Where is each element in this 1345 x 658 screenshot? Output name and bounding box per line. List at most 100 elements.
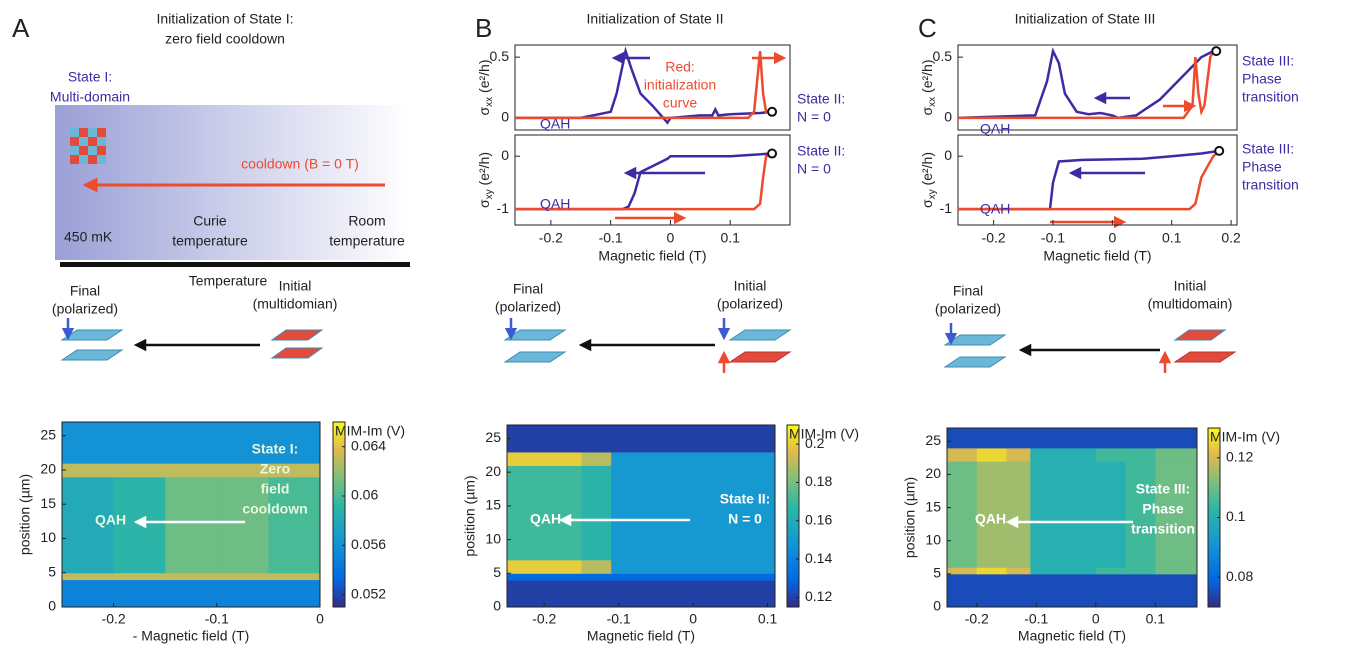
heat-cell — [62, 463, 115, 478]
arrow-label: cooldown (B = 0 T) — [241, 156, 359, 172]
x-tick-label: 0 — [667, 230, 675, 246]
y-tick-label: 15 — [925, 498, 941, 514]
heat-cell — [581, 451, 612, 466]
panel-title: Initialization of State I: — [157, 11, 294, 27]
y-tick-label: 5 — [48, 563, 56, 579]
heat-cell — [1125, 428, 1156, 449]
y-tick-label: 10 — [40, 529, 56, 545]
heat-cell — [611, 465, 620, 561]
heat-cell — [581, 559, 612, 574]
heat-cell — [618, 580, 694, 608]
heat-cell — [611, 559, 620, 574]
y-tick-label: 0.5 — [490, 48, 510, 64]
panel-letter: B — [475, 13, 492, 43]
heat-cell — [1125, 461, 1156, 568]
y-tick-label: 0 — [944, 109, 952, 125]
final-label: (polarized) — [495, 299, 561, 315]
x-tick-label: 0.2 — [1221, 230, 1241, 246]
heat-cell — [976, 428, 1008, 449]
colorbar-tick-label: 0.16 — [805, 511, 832, 527]
schematic-a — [55, 105, 410, 267]
annotation: State III: — [1242, 53, 1294, 69]
heat-cell — [1006, 428, 1031, 449]
x-tick-label: -0.2 — [982, 230, 1006, 246]
initial-label: (multidomain) — [1148, 296, 1233, 312]
heat-cell — [216, 422, 269, 464]
heat-cell — [1125, 573, 1156, 608]
x-axis-label: Magnetic field (T) — [587, 628, 695, 644]
heat-cell — [1036, 447, 1097, 462]
x-axis-label: - Magnetic field (T) — [133, 628, 250, 644]
end-marker — [767, 106, 778, 117]
heat-cell — [507, 465, 545, 561]
heat-cell — [618, 451, 694, 466]
annotation: QAH — [980, 201, 1010, 217]
x-tick-label: -0.1 — [1024, 611, 1048, 627]
annotation: transition — [1131, 521, 1195, 537]
heat-cell — [618, 465, 694, 561]
heat-cell — [618, 573, 694, 581]
x-axis-label: Magnetic field (T) — [1043, 248, 1151, 264]
heat-cell — [1155, 461, 1198, 568]
annotation: QAH — [975, 511, 1006, 527]
x-tick-label: 0.1 — [758, 611, 778, 627]
x-tick-label: -0.2 — [965, 611, 989, 627]
annotation: N = 0 — [728, 511, 762, 527]
curve — [515, 46, 773, 125]
colorbar-tick-label: 0.12 — [1226, 449, 1253, 465]
heat-cell — [62, 579, 115, 608]
x-tick-label: 0 — [689, 611, 697, 627]
y-axis-label: position (µm) — [17, 474, 33, 555]
plot-frame — [946, 427, 1198, 608]
heat-cell — [947, 447, 978, 462]
y-tick-label: 0 — [501, 109, 509, 125]
heat-cell — [618, 425, 694, 453]
y-tick-label: 25 — [485, 429, 501, 445]
x-axis-label: Magnetic field (T) — [598, 248, 706, 264]
annotation: Phase — [1242, 159, 1282, 175]
x-tick-label: -0.2 — [539, 230, 563, 246]
curve — [958, 149, 1221, 211]
heat-cell — [268, 422, 321, 464]
heat-cell — [581, 465, 612, 561]
y-tick-label: 0 — [48, 598, 56, 614]
colorbar-tick-label: 0.12 — [805, 588, 832, 604]
final-label: Final — [953, 283, 983, 299]
heat-cell — [1006, 447, 1031, 462]
heat-cell — [947, 567, 978, 575]
x-tick-label: 0 — [1108, 230, 1116, 246]
temp-label: Room — [348, 213, 385, 229]
annotation: N = 0 — [797, 161, 831, 177]
heat-cell — [507, 451, 545, 466]
y-axis-label: position (µm) — [902, 477, 918, 558]
heat-cell — [976, 461, 1008, 568]
x-tick-label: -0.2 — [102, 611, 126, 627]
axis-label: Temperature — [189, 273, 268, 289]
heat-cell — [581, 580, 612, 608]
colorbar-tick-label: 0.064 — [351, 437, 386, 453]
annotation: Red: — [665, 59, 695, 75]
heat-cell — [1155, 567, 1198, 575]
x-tick-label: -0.1 — [1041, 230, 1065, 246]
y-tick-label: 5 — [493, 564, 501, 580]
y-tick-label: -1 — [940, 200, 953, 216]
annotation: initialization — [644, 77, 716, 93]
heat-cell — [976, 567, 1008, 575]
y-label-part: xy — [484, 189, 495, 199]
x-tick-label: 0 — [1092, 611, 1100, 627]
heat-cell — [1006, 567, 1031, 575]
colorbar-tick-label: 0.052 — [351, 585, 386, 601]
heat-cell — [216, 572, 269, 581]
heat-cell — [507, 573, 545, 581]
heat-cell — [216, 463, 269, 478]
annotation: State I: — [252, 441, 299, 457]
panel-title: zero field cooldown — [165, 31, 285, 47]
plot-frame — [514, 134, 791, 226]
annotation: QAH — [540, 196, 570, 212]
y-tick-label: 25 — [40, 426, 56, 442]
colorbar-label: MIM-Im (V) — [335, 423, 405, 439]
annotation: State II: — [720, 491, 771, 507]
heat-cell — [544, 451, 582, 466]
heat-cell — [1095, 461, 1127, 568]
heat-cell — [976, 447, 1008, 462]
